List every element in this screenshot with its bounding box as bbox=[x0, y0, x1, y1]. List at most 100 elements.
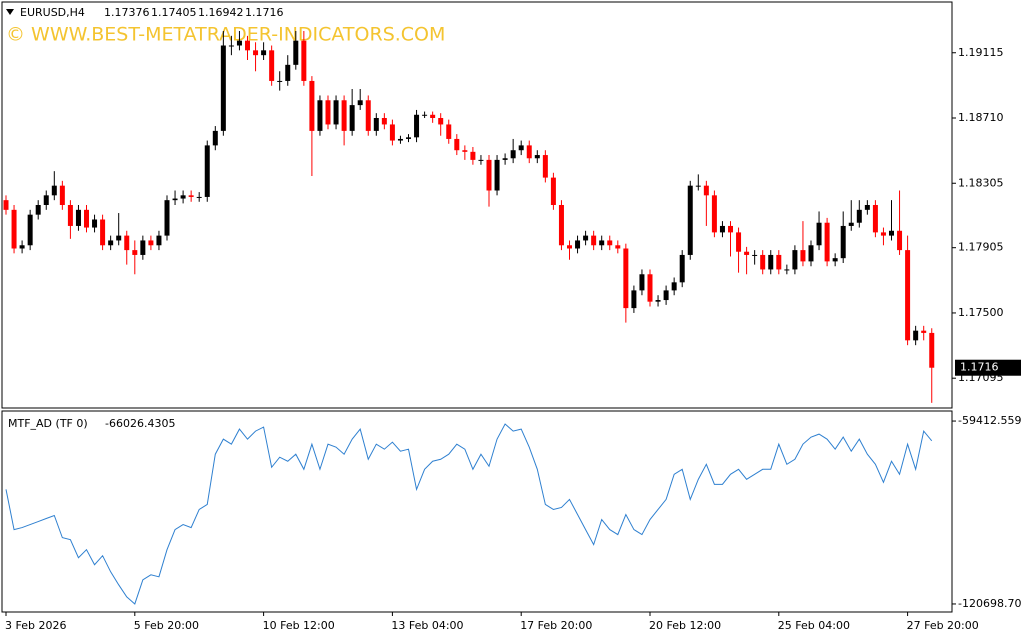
candle-body bbox=[736, 232, 742, 252]
candle-body bbox=[124, 235, 130, 251]
candle-body bbox=[172, 198, 178, 201]
candle-body bbox=[889, 230, 894, 236]
candle-body bbox=[719, 225, 725, 233]
last-price-box bbox=[955, 359, 1021, 376]
candle-body bbox=[236, 40, 242, 46]
candle-body bbox=[349, 105, 355, 131]
y-tick-label: 1.18305 bbox=[958, 176, 1004, 189]
candle-body bbox=[92, 219, 98, 228]
candle-body bbox=[414, 114, 420, 138]
candle-body bbox=[59, 185, 65, 205]
candle-body bbox=[148, 240, 154, 246]
candle-body bbox=[800, 250, 806, 262]
x-tick-label: 17 Feb 20:00 bbox=[520, 619, 592, 632]
candle-body bbox=[19, 245, 25, 249]
candle-body bbox=[510, 150, 516, 159]
candle-body bbox=[430, 114, 436, 118]
candle-body bbox=[824, 222, 830, 262]
symbol-menu-arrow[interactable] bbox=[6, 9, 14, 15]
y-tick-label: 1.17905 bbox=[958, 241, 1004, 254]
candle-body bbox=[880, 232, 886, 236]
candle-body bbox=[309, 80, 315, 131]
candle-body bbox=[534, 155, 540, 159]
candle-body bbox=[784, 269, 790, 271]
candle-body bbox=[599, 240, 605, 246]
candle-body bbox=[913, 330, 919, 341]
candle-body bbox=[293, 40, 299, 65]
candle-body bbox=[397, 138, 403, 141]
candle-body bbox=[228, 45, 234, 47]
candle-body bbox=[615, 245, 621, 249]
candle-body bbox=[872, 205, 878, 233]
candle-body bbox=[373, 118, 379, 131]
candle-body bbox=[583, 235, 589, 241]
candle-body bbox=[253, 50, 259, 56]
candle-body bbox=[381, 118, 387, 125]
indicator-panel bbox=[1, 410, 953, 613]
candle-body bbox=[35, 205, 41, 215]
candle-body bbox=[196, 196, 202, 198]
candle-body bbox=[422, 114, 428, 116]
candle-body bbox=[663, 290, 669, 301]
candle-body bbox=[687, 185, 693, 255]
candle-body bbox=[542, 155, 548, 178]
candle-body bbox=[406, 137, 411, 139]
candle-body bbox=[333, 100, 339, 125]
candle-body bbox=[550, 177, 556, 205]
candle-body bbox=[639, 274, 645, 291]
x-tick-label: 13 Feb 04:00 bbox=[391, 619, 463, 632]
candle-body bbox=[679, 254, 685, 283]
x-tick-label: 10 Feb 12:00 bbox=[263, 619, 335, 632]
candle-body bbox=[11, 209, 17, 249]
candle-body bbox=[905, 250, 911, 341]
candle-body bbox=[808, 245, 814, 262]
candle-body bbox=[567, 245, 572, 249]
candle-body bbox=[591, 235, 597, 246]
candle-body bbox=[486, 159, 492, 191]
candle-body bbox=[768, 254, 774, 270]
candle-body bbox=[575, 240, 581, 249]
candle-body bbox=[438, 118, 444, 125]
indicator-value: -66026.4305 bbox=[105, 417, 175, 430]
candle-body bbox=[671, 282, 677, 291]
header-low: 1.16942 bbox=[198, 6, 244, 19]
candle-body bbox=[188, 195, 194, 197]
candle-body bbox=[285, 64, 291, 81]
candle-body bbox=[695, 185, 701, 187]
candle-body bbox=[132, 250, 138, 255]
y-tick-label: 1.18710 bbox=[958, 111, 1004, 124]
candle-body bbox=[856, 209, 862, 223]
candle-body bbox=[848, 222, 854, 226]
header-close: 1.1716 bbox=[245, 6, 284, 19]
candle-body bbox=[840, 225, 846, 259]
candle-body bbox=[655, 300, 661, 302]
candle-body bbox=[703, 185, 709, 196]
candle-body bbox=[470, 151, 476, 160]
watermark: © WWW.BEST-METATRADER-INDICATORS.COM bbox=[6, 24, 445, 46]
candle-body bbox=[478, 159, 484, 161]
candle-body bbox=[325, 100, 331, 125]
candle-body bbox=[67, 205, 73, 226]
candle-body bbox=[116, 235, 122, 241]
candle-body bbox=[864, 205, 870, 210]
candle-body bbox=[75, 209, 81, 226]
y-tick-label: -59412.559 bbox=[958, 414, 1021, 427]
indicator-title: MTF_AD (TF 0) bbox=[8, 417, 88, 430]
candle-body bbox=[43, 195, 49, 205]
indicator-line bbox=[5, 423, 933, 605]
y-tick-label: 1.17500 bbox=[958, 306, 1004, 319]
candle-body bbox=[357, 100, 363, 106]
candle-body bbox=[921, 330, 927, 333]
candle-body bbox=[317, 100, 323, 131]
candle-body bbox=[760, 254, 766, 270]
last-price-label: 1.1716 bbox=[960, 361, 999, 374]
candle-body bbox=[462, 150, 468, 152]
x-tick-label: 3 Feb 2026 bbox=[5, 619, 66, 632]
candle-body bbox=[446, 124, 452, 139]
candle-body bbox=[623, 248, 629, 309]
candle-body bbox=[261, 50, 267, 56]
candle-body bbox=[526, 145, 532, 159]
x-tick-label: 5 Feb 20:00 bbox=[134, 619, 199, 632]
candle-body bbox=[100, 219, 106, 246]
